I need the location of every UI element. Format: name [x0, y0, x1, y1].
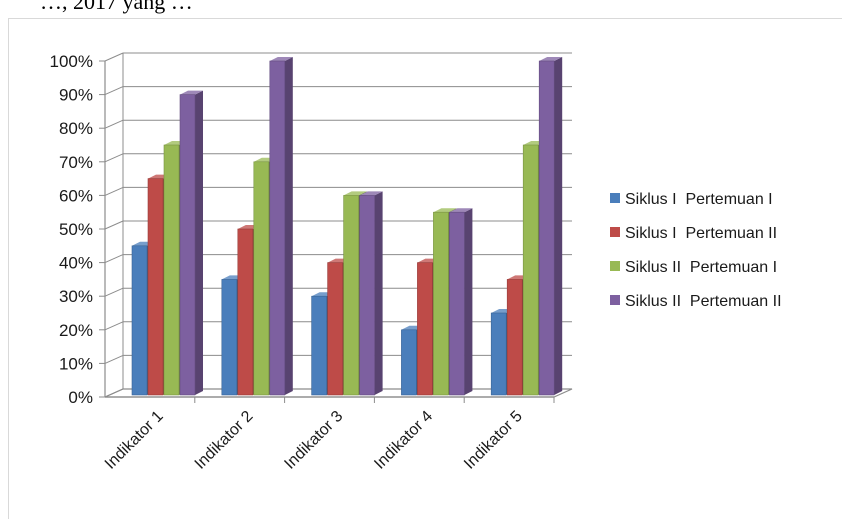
bar-front: [269, 60, 286, 396]
gridline-diagonal: [104, 86, 124, 96]
bar-side: [284, 57, 293, 395]
gridline-diagonal: [104, 153, 124, 163]
y-tick-label: 40%: [59, 254, 93, 273]
gridline-diagonal: [104, 186, 124, 196]
bar-front: [253, 161, 270, 396]
legend-label: Siklus II Pertemuan II: [625, 293, 782, 310]
y-tick-label: 30%: [59, 287, 93, 306]
x-tick-label: Indikator 5: [461, 408, 526, 473]
bar-front: [359, 195, 375, 396]
y-tick-label: 80%: [59, 119, 93, 138]
legend-item: Siklus II Pertemuan I: [610, 259, 777, 276]
bar-front: [311, 295, 327, 396]
bar: [449, 208, 473, 396]
bar: [179, 90, 203, 396]
legend-swatch: [610, 261, 620, 271]
x-tick-label: Indikator 2: [192, 408, 257, 473]
bar-top: [433, 208, 457, 213]
x-tick-label: Indikator 1: [102, 408, 167, 473]
bar-top: [269, 57, 293, 61]
legend-label: Siklus II Pertemuan I: [625, 259, 777, 276]
bar-front: [327, 262, 343, 396]
x-tick-label: Indikator 4: [371, 408, 436, 473]
legend-item: Siklus II Pertemuan II: [610, 293, 782, 310]
bar-front: [417, 262, 433, 396]
y-tick-label: 20%: [59, 321, 93, 340]
bar-front: [147, 178, 164, 396]
bar-front: [163, 144, 180, 396]
bar-side: [464, 208, 473, 395]
bars-group: [105, 57, 563, 403]
legend-item: Siklus I Pertemuan I: [610, 191, 773, 208]
bar-top: [359, 191, 383, 196]
y-tick-label: 90%: [59, 86, 93, 105]
gridline-diagonal: [104, 354, 124, 364]
bar-side: [554, 57, 563, 395]
bar-front: [538, 60, 555, 396]
bar-top: [449, 208, 473, 213]
bar: [538, 57, 563, 396]
bar-front: [433, 211, 449, 396]
legend-item: Siklus I Pertemuan II: [610, 225, 777, 242]
bar-top: [343, 191, 367, 196]
gridline-diagonal: [104, 388, 124, 398]
bar-front: [449, 211, 465, 396]
bar-top: [180, 90, 203, 95]
y-tick-label: 0%: [68, 388, 93, 407]
bar-front: [131, 245, 148, 396]
gridline-diagonal: [104, 52, 124, 62]
x-tick-label: Indikator 3: [281, 408, 346, 473]
bar-front: [490, 312, 507, 396]
legend-swatch: [610, 295, 620, 305]
legend-swatch: [610, 193, 620, 203]
chart-frame: 0% 10% 20% 30% 40% 50% 60% 70% 80% 90% 100% Indikat…: [8, 18, 842, 519]
gridline-diagonal: [104, 220, 124, 230]
bar-front: [237, 228, 254, 396]
caption-text: …, 2017 yang …: [40, 0, 193, 14]
bar-front: [522, 144, 539, 396]
y-tick-label: 10%: [59, 354, 93, 373]
column-chart: 0% 10% 20% 30% 40% 50% 60% 70% 80% 90% 100% Indikat…: [50, 52, 782, 473]
legend-label: Siklus I Pertemuan II: [625, 225, 777, 242]
bar-side: [374, 191, 383, 395]
bar: [359, 191, 383, 396]
bar-front: [506, 279, 523, 396]
y-tick-label: 50%: [59, 220, 93, 239]
gridline-diagonal: [104, 254, 124, 264]
legend-swatch: [610, 227, 620, 237]
bar: [269, 57, 293, 396]
gridline-diagonal: [104, 119, 124, 129]
y-tick-label: 70%: [59, 153, 93, 172]
gridline-diagonal: [104, 321, 124, 331]
y-tick-label: 60%: [59, 186, 93, 205]
bar-front: [401, 329, 417, 396]
legend: Siklus I Pertemuan I Siklus I Pertemuan I…: [610, 191, 782, 310]
bar-front: [343, 195, 359, 396]
legend-label: Siklus I Pertemuan I: [625, 191, 773, 208]
gridline-diagonal: [104, 287, 124, 297]
x-labels-group: Indikator 1 Indikator 2 Indikator 3 Indikat…: [102, 408, 526, 473]
caption-fragment: …, 2017 yang …: [0, 0, 842, 18]
bar-top: [539, 57, 563, 61]
bar-side: [195, 90, 203, 395]
bar-front: [221, 279, 238, 396]
y-tick-label: 100%: [50, 52, 93, 71]
bar-front: [179, 94, 196, 396]
